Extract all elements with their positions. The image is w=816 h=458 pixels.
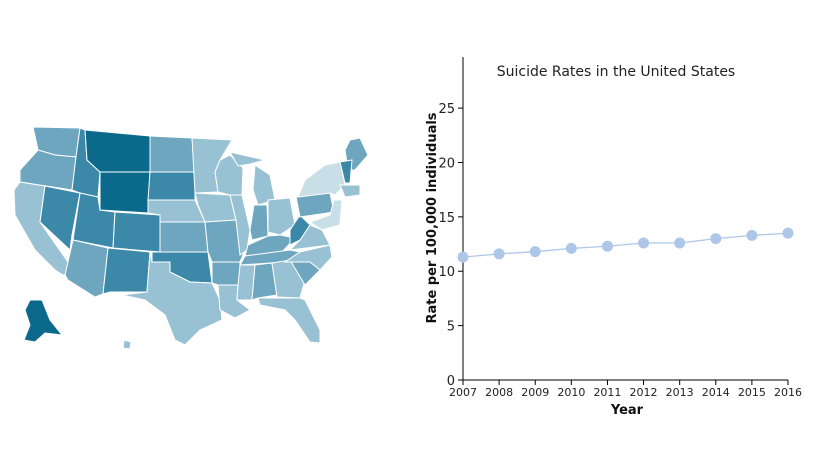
state-hawaii[interactable] (122, 339, 132, 350)
y-axis-label: Rate per 100,000 individuals (425, 112, 440, 323)
x-tick-label: 2014 (702, 386, 730, 399)
y-tick-label: 20 (438, 156, 455, 171)
x-tick-label: 2008 (485, 386, 513, 399)
data-point-2010[interactable] (565, 242, 577, 254)
x-tick-label: 2013 (666, 386, 694, 399)
state-ohio[interactable] (267, 197, 296, 236)
state-alabama[interactable] (251, 262, 278, 301)
state-mississippi[interactable] (236, 264, 256, 301)
data-point-2013[interactable] (674, 237, 686, 249)
y-tick-label: 0 (447, 374, 455, 389)
state-alaska[interactable] (23, 299, 64, 343)
state-mid-atlantic[interactable] (308, 199, 343, 231)
x-tick-label: 2015 (738, 386, 766, 399)
data-point-2012[interactable] (638, 237, 650, 249)
us-choropleth-map (13, 126, 369, 350)
state-new-mexico[interactable] (102, 247, 151, 295)
x-tick-label: 2016 (774, 386, 802, 399)
state-west-virginia[interactable] (289, 214, 311, 246)
data-point-2009[interactable] (529, 246, 541, 258)
series-line (462, 232, 789, 258)
x-axis-label: Year (610, 403, 644, 418)
state-michigan-up[interactable] (229, 151, 266, 167)
state-texas[interactable] (121, 251, 223, 346)
state-florida[interactable] (257, 297, 321, 344)
state-nevada[interactable] (39, 185, 81, 252)
x-tick-label: 2009 (521, 386, 549, 399)
data-point-2008[interactable] (493, 248, 505, 260)
state-southern-new-england[interactable] (339, 184, 361, 198)
y-tick-label: 25 (438, 102, 455, 117)
data-point-2011[interactable] (601, 240, 613, 252)
state-north-carolina[interactable] (283, 244, 333, 271)
state-indiana[interactable] (249, 204, 269, 241)
state-virginia[interactable] (288, 224, 331, 251)
x-tick-label: 2007 (449, 386, 477, 399)
y-tick-label: 5 (447, 320, 455, 335)
data-point-2014[interactable] (710, 233, 722, 245)
data-point-2007[interactable] (457, 251, 469, 263)
x-tick-label: 2012 (630, 386, 658, 399)
x-tick-label: 2011 (593, 386, 621, 399)
y-tick-label: 15 (438, 211, 455, 226)
data-point-2015[interactable] (746, 229, 758, 241)
state-new-hampshire-vermont[interactable] (339, 159, 353, 184)
y-tick-label: 10 (438, 265, 455, 280)
state-new-york[interactable] (297, 161, 346, 198)
chart-title: Suicide Rates in the United States (497, 64, 735, 80)
data-point-2016[interactable] (782, 227, 794, 239)
x-tick-label: 2010 (557, 386, 585, 399)
state-michigan[interactable] (252, 164, 276, 206)
